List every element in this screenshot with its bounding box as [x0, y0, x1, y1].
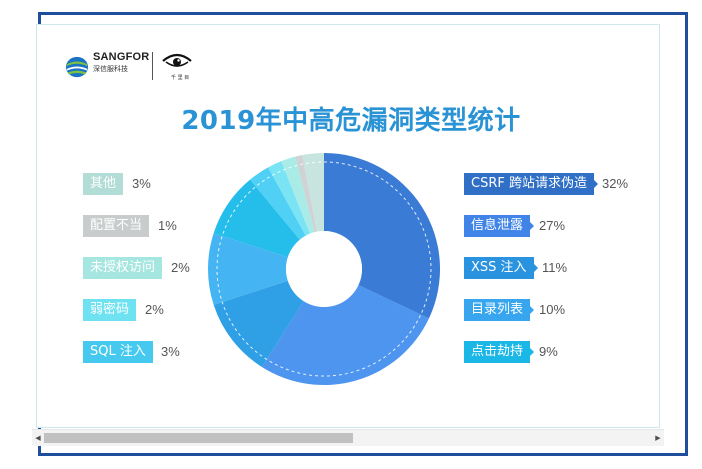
scroll-thumb[interactable]	[44, 433, 353, 443]
legend-right-pct-3: 11%	[542, 260, 568, 275]
logo-divider	[152, 52, 153, 80]
legend-right-pct-4: 10%	[539, 302, 566, 317]
legend-left-label-3: 未授权访问	[83, 257, 163, 279]
legend-left-pct-4: 2%	[145, 302, 164, 317]
logo-brand: SANGFOR	[93, 51, 150, 63]
legend-right-label-1: CSRF 跨站请求伪造	[464, 173, 598, 195]
legend-right-label-5: 点击劫持	[464, 341, 535, 363]
horizontal-scrollbar[interactable]: ◀ ▶	[32, 429, 664, 446]
legend-left-label-4: 弱密码	[83, 299, 137, 321]
scroll-left-icon[interactable]: ◀	[35, 434, 41, 442]
scroll-right-icon[interactable]: ▶	[655, 434, 661, 442]
legend-left-pct-3: 2%	[171, 260, 190, 275]
legend-left-label-2: 配置不当	[83, 215, 150, 237]
eye-logo-icon	[162, 53, 192, 67]
legend-right-label-3: XSS 注入	[464, 257, 538, 279]
legend-right-label-4: 目录列表	[464, 299, 535, 321]
legend-left-pct-2: 1%	[158, 218, 177, 233]
legend-left-pct-1: 3%	[132, 176, 151, 191]
sangfor-logo-text: SANGFOR 深信服科技	[93, 51, 149, 74]
legend-left-label-1: 其他	[83, 173, 124, 195]
legend-right-pct-5: 9%	[539, 344, 558, 359]
legend-left-label-5: SQL 注入	[83, 341, 153, 363]
legend-right-label-2: 信息泄露	[464, 215, 535, 237]
logo-sub: 深信服科技	[93, 66, 128, 73]
legend-left-pct-5: 3%	[161, 344, 180, 359]
legend-right-pct-2: 27%	[539, 218, 566, 233]
legend-right-pct-1: 32%	[602, 176, 629, 191]
partner-caption: 千 里 目	[171, 75, 190, 81]
sangfor-logo-icon	[66, 56, 88, 78]
chart-title: 2019年中高危漏洞类型统计	[181, 106, 521, 136]
